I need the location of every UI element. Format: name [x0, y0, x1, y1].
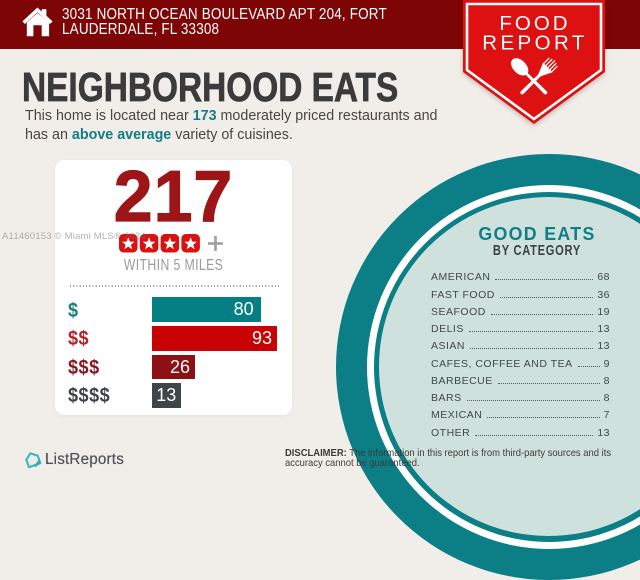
svg-text:FOOD: FOOD	[499, 12, 570, 35]
svg-text:REPORT: REPORT	[482, 32, 587, 55]
